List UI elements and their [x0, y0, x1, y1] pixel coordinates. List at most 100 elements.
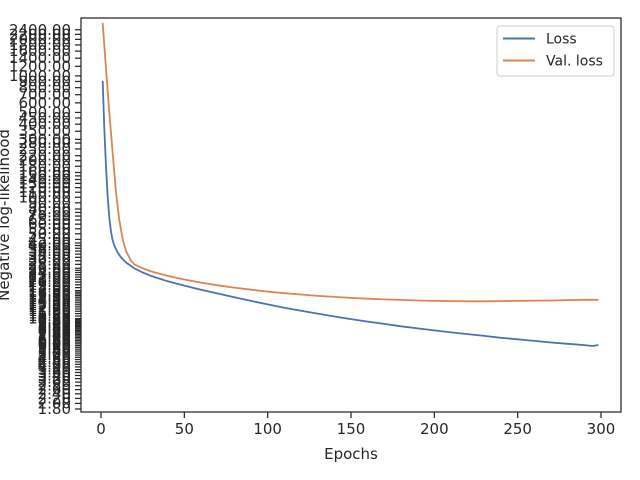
y-tick-label: 19.00 [28, 276, 71, 294]
y-tick-label: 140.00 [19, 171, 72, 189]
y-tick-label: 24.00 [28, 263, 71, 281]
y-tick-label: 900.00 [19, 72, 72, 90]
y-tick-label: 6.00 [38, 337, 71, 355]
x-tick-label: 300 [587, 420, 616, 438]
y-tick-label: 800.00 [19, 79, 72, 97]
y-tick-label: 3.80 [38, 361, 71, 379]
series-layer [101, 22, 599, 347]
y-tick-label: 26.00 [28, 259, 71, 277]
y-tick-label: 8.80 [38, 316, 71, 334]
y-tick-label: 6.20 [38, 335, 71, 353]
y-tick-label: 350.00 [19, 122, 72, 140]
y-tick-label: 38.00 [28, 239, 71, 257]
y-tick-label: 14.50 [28, 290, 71, 308]
y-tick-label: 5.20 [38, 344, 71, 362]
y-tick-label: 15.00 [28, 288, 71, 306]
y-tick-label: 30.00 [28, 252, 71, 270]
y-tick-label: 450.00 [19, 109, 72, 127]
x-tick-label: 0 [96, 420, 106, 438]
series-line-loss [101, 80, 599, 347]
y-tick-label: 9.40 [38, 313, 71, 331]
y-tick-label: 90.00 [28, 194, 71, 212]
y-tick-label: 5.60 [38, 340, 71, 358]
y-tick-label: 40.00 [28, 237, 71, 255]
y-tick-label: 7.80 [38, 323, 71, 341]
x-tick-label: 250 [503, 420, 532, 438]
y-tick-label: 1400.00 [9, 49, 71, 67]
x-tick-label: 100 [253, 420, 282, 438]
y-tick-label: 32.00 [28, 248, 71, 266]
y-tick-label: 250.00 [19, 140, 72, 158]
y-tick-label: 120.00 [19, 179, 72, 197]
y-tick-label: 2.40 [38, 385, 71, 403]
y-tick-label: 22.00 [28, 268, 71, 286]
y-tick-label: 100.00 [19, 188, 72, 206]
y-tick-label: 50.00 [28, 225, 71, 243]
y-tick-label: 2.00 [38, 394, 71, 412]
y-tick-label: 9.80 [38, 311, 71, 329]
y-tick-label: 13.00 [28, 296, 71, 314]
y-tick-label: 70.00 [28, 207, 71, 225]
y-tick-label: 9.20 [38, 314, 71, 332]
y-tick-label: 11.00 [28, 305, 71, 323]
y-tick-label: 18.00 [28, 279, 71, 297]
y-tick-label: 8.40 [38, 319, 71, 337]
y-tick-label: 10.00 [28, 310, 71, 328]
series-line-val-loss [101, 22, 599, 303]
y-tick-label: 300.00 [19, 130, 72, 148]
y-tick-label: 2200.00 [9, 25, 71, 43]
y-tick-label: 12.50 [28, 298, 71, 316]
y-tick-label: 42.00 [28, 234, 71, 252]
y-tick-label: 7.00 [38, 328, 71, 346]
y-tick-label: 55.00 [28, 220, 71, 238]
y-tick-label: 280.00 [19, 134, 72, 152]
y-tick-label: 21.00 [28, 271, 71, 289]
y-tick-label: 7.20 [38, 327, 71, 345]
y-tick-label: 4.60 [38, 351, 71, 369]
y-tick-label: 25.00 [28, 261, 71, 279]
y-tick-label: 400.00 [19, 115, 72, 133]
x-axis-ticks: 0 50 100 150 200 250 300 [96, 412, 615, 438]
legend-label-loss: Loss [546, 32, 577, 48]
y-tick-label: 36.00 [28, 242, 71, 260]
y-tick-label: 20.00 [28, 273, 71, 291]
y-tick-label: 5.80 [38, 338, 71, 356]
y-tick-label: 160.00 [19, 163, 72, 181]
y-tick-label: 10.50 [28, 307, 71, 325]
y-tick-label: 1200.00 [9, 57, 71, 75]
x-axis-title: Epochs [324, 445, 378, 463]
x-tick-label: 50 [175, 420, 194, 438]
y-tick-label: 34.00 [28, 245, 71, 263]
y-tick-label: 6.60 [38, 332, 71, 350]
y-tick-label: 4.20 [38, 355, 71, 373]
y-tick-label: 13.50 [28, 294, 71, 312]
y-tick-label: 45.00 [28, 230, 71, 248]
y-tick-label: 4.00 [38, 358, 71, 376]
y-tick-label: 180.00 [19, 157, 72, 175]
y-tick-label: 3.20 [38, 370, 71, 388]
plot-area [80, 17, 622, 413]
y-tick-label: 65.00 [28, 211, 71, 229]
y-tick-label: 23.00 [28, 266, 71, 284]
y-tick-label: 8.20 [38, 320, 71, 338]
y-tick-label: 150.00 [19, 167, 72, 185]
y-tick-label: 4.40 [38, 353, 71, 371]
legend: Loss Val. loss [496, 25, 615, 77]
y-tick-label: 6.80 [38, 330, 71, 348]
y-tick-label: 700.00 [19, 86, 72, 104]
y-tick-label: 9.60 [38, 312, 71, 330]
y-tick-label: 8.60 [38, 318, 71, 336]
y-tick-label: 7.40 [38, 325, 71, 343]
y-tick-label: 12.00 [28, 300, 71, 318]
y-tick-label: 1.80 [38, 400, 71, 418]
y-tick-label: 6.40 [38, 333, 71, 351]
y-tick-label: 8.00 [38, 321, 71, 339]
y-tick-label: 2.80 [38, 377, 71, 395]
y-axis-title: Negative log-likelihood [0, 129, 13, 301]
y-tick-label: 1600.00 [9, 42, 71, 60]
y-tick-label: 220.00 [19, 147, 72, 165]
y-tick-label: 7.60 [38, 324, 71, 342]
y-tick-label: 16.50 [28, 283, 71, 301]
y-tick-label: 200.00 [19, 152, 72, 170]
